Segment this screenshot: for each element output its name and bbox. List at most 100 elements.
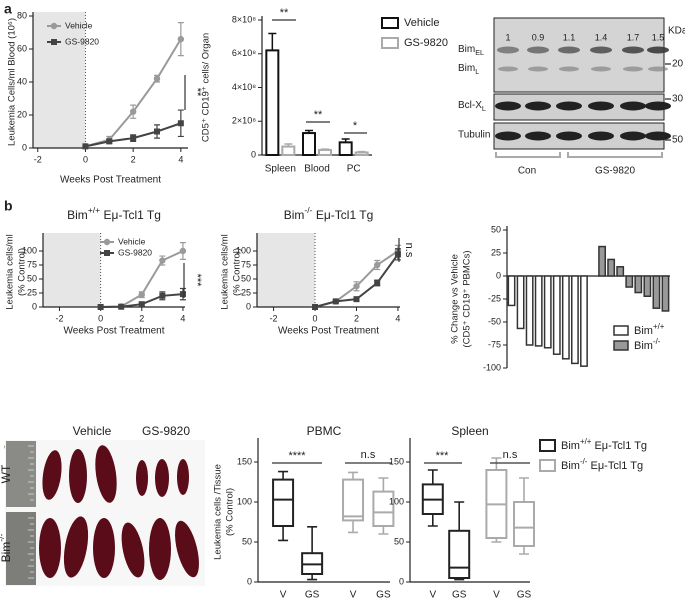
data-point [312, 304, 319, 310]
band [623, 66, 643, 72]
bar [616, 266, 625, 277]
group-bracket [495, 152, 663, 158]
band [525, 101, 551, 111]
chart-title: Spleen [451, 424, 488, 438]
band-ratio: 1 [505, 32, 510, 42]
photo-column-label: GS-9820 [142, 424, 190, 438]
band [525, 131, 551, 141]
blot-panel [493, 17, 665, 93]
y-tick-label: -50 [488, 316, 501, 326]
y-axis-label: Leukemia cells/ml [220, 234, 231, 310]
whisker [378, 477, 389, 492]
y-tick-label: 0 [247, 576, 252, 586]
band-ratio: 1.5 [652, 32, 665, 42]
x-tick-label: 4 [178, 154, 183, 164]
whisker [348, 520, 359, 534]
y-tick-label: 2×10⁸ [232, 116, 256, 126]
box [448, 529, 471, 579]
x-axis-label: Weeks Post Treatment [278, 326, 379, 337]
y-axis-label: CD5⁺ CD19⁺ cells/ Organ [201, 33, 212, 142]
data-point [159, 292, 166, 299]
x-tick-label: 2 [131, 154, 136, 164]
pretreatment-shade [33, 12, 86, 148]
y-tick-label: 150 [237, 456, 252, 466]
text-part: Eμ-Tcl1 Tg [591, 440, 647, 452]
x-tick-label: Spleen [265, 164, 296, 175]
x-tick-label: V [429, 590, 436, 601]
ruler-ticks [28, 445, 34, 579]
photo-row-label: Bim-/- [0, 533, 13, 562]
annotation: ** [191, 88, 203, 97]
text-part: -/- [304, 205, 312, 215]
bar [643, 275, 652, 297]
group-label: GS-9820 [595, 166, 635, 177]
y-tick-label: 50 [491, 224, 501, 234]
legend-marker [50, 22, 58, 30]
x-tick-label: -2 [270, 313, 278, 323]
annotation: *** [436, 450, 450, 462]
bar [625, 275, 634, 288]
y-tick-label: -75 [488, 339, 501, 349]
marker-label: 30 [672, 94, 684, 105]
y-tick-label: 0 [251, 149, 256, 159]
band [559, 66, 579, 72]
data-point [353, 283, 360, 290]
y-tick-label: 25 [491, 247, 501, 257]
band-ratio: 0.9 [532, 32, 545, 42]
bar [543, 275, 552, 349]
band-label: Tubulin [458, 130, 490, 141]
x-tick-label: -2 [34, 154, 42, 164]
text-part: -/- [580, 457, 588, 466]
band-label: BimL [458, 63, 479, 77]
data-point [118, 303, 125, 310]
y-tick-label: 150 [389, 456, 404, 466]
x-tick-label: 0 [313, 313, 318, 323]
band [645, 131, 671, 141]
box [342, 478, 365, 522]
text-part: -/- [0, 533, 6, 541]
marker-label: 50 [672, 135, 684, 146]
blot-bands [495, 46, 671, 141]
bar [534, 275, 543, 347]
text-part: Bim [634, 340, 653, 352]
band [527, 46, 549, 54]
bar [570, 275, 579, 365]
text-part: -/- [653, 337, 661, 346]
bar [516, 275, 525, 330]
kda-label: KDa [668, 26, 685, 37]
x-tick-label: Blood [304, 164, 330, 175]
y-axis-label: (% Control) [232, 248, 243, 296]
legend-label: Vehicle [65, 20, 93, 30]
legend-label: GS-9820 [404, 37, 448, 49]
band [495, 101, 521, 111]
whisker [427, 469, 438, 485]
legend-label: Bim+/+ [634, 322, 665, 337]
band [645, 101, 671, 111]
band-ratio: 1.4 [595, 32, 608, 42]
legend-label: GS-9820 [118, 247, 152, 257]
x-tick-label: V [280, 590, 287, 601]
x-tick-label: V [493, 590, 500, 601]
text-part: Bcl-X [458, 100, 482, 111]
y-axis-label: (CD5⁺ CD19⁺ PBMCs) [462, 250, 473, 347]
x-tick-label: 0 [98, 313, 103, 323]
data-point [394, 251, 401, 258]
data-point [82, 143, 89, 150]
y-tick-label: 50 [27, 273, 37, 283]
chart-title: Bim+/+ Eμ-Tcl1 Tg [67, 205, 161, 222]
data-point [130, 135, 137, 142]
y-tick-label: 0 [246, 301, 251, 311]
x-tick-label: 0 [83, 154, 88, 164]
annotation: ** [280, 7, 289, 19]
data-point [154, 128, 160, 135]
band [588, 131, 614, 141]
y-axis-label: Leukemia cells/ml [5, 234, 16, 310]
box [272, 478, 295, 528]
pretreatment-shade [257, 233, 316, 307]
band [558, 46, 580, 54]
data-point [332, 298, 339, 305]
bar [338, 141, 353, 156]
band [588, 101, 614, 111]
band [497, 46, 519, 54]
whisker [278, 470, 289, 480]
